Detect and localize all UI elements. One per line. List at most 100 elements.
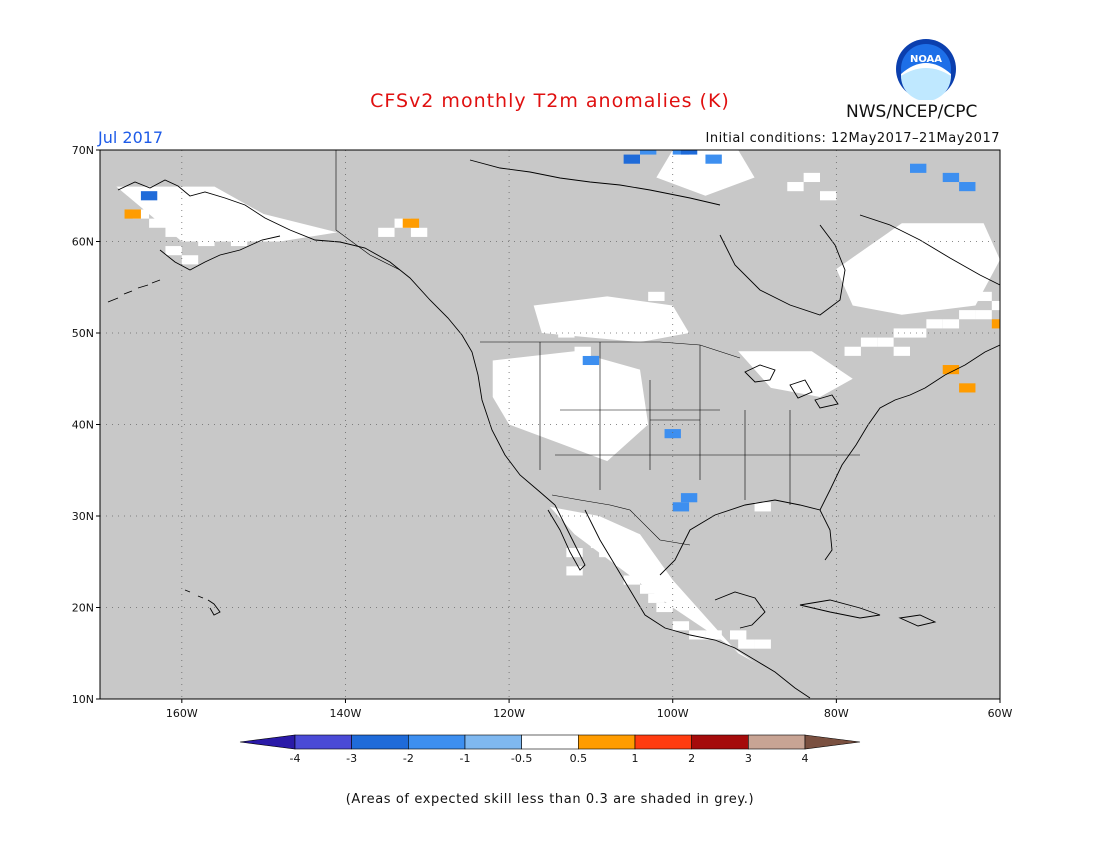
colorbar-tick-label: -4 — [290, 752, 301, 765]
anomaly-cell — [165, 246, 182, 256]
lon-tick-label: 60W — [988, 707, 1013, 720]
anomaly-cell — [959, 383, 976, 393]
near-normal-region — [492, 351, 649, 462]
near-normal-region — [656, 150, 755, 196]
anomaly-cell — [975, 291, 992, 301]
anomaly-cell — [378, 227, 395, 237]
anomaly-cell — [648, 593, 665, 603]
anomaly-cell — [959, 310, 976, 320]
anomaly-cell — [149, 218, 166, 228]
anomaly-cell — [672, 502, 690, 512]
anomaly-cell — [165, 227, 182, 237]
colorbar: -4 -3 -2 -1 -0.5 0.5 1 2 3 4 — [239, 734, 861, 765]
colorbar-tick-label: -0.5 — [511, 752, 532, 765]
anomaly-cell — [582, 355, 600, 366]
anomaly-cell — [730, 630, 747, 640]
initial-conditions: Initial conditions: 12May2017–21May2017 — [705, 131, 1000, 146]
colorbar-box — [748, 734, 806, 750]
lat-tick-label: 50N — [72, 327, 94, 340]
anomaly-cell — [770, 355, 788, 366]
anomaly-cell — [942, 319, 960, 329]
anomaly-cell — [640, 584, 657, 594]
colorbar-box — [464, 734, 522, 750]
near-normal-region — [836, 223, 1000, 315]
anomaly-cell — [803, 172, 820, 183]
hudson-bay — [719, 224, 846, 316]
anomaly-cell — [754, 502, 771, 512]
colorbar-tick-label: -3 — [346, 752, 357, 765]
mexico-pacific-coast — [584, 509, 811, 699]
anomaly-cell — [623, 154, 640, 164]
colorbar-tick-label: 1 — [632, 752, 639, 765]
anomaly-cell — [959, 182, 976, 192]
anomaly-cell — [820, 191, 837, 201]
colorbar-tick-label: -1 — [460, 752, 471, 765]
colorbar-box — [521, 734, 579, 750]
anomaly-cell — [991, 319, 1000, 329]
near-normal-region — [738, 351, 853, 398]
alaska-coast — [117, 179, 341, 243]
anomaly-cell — [198, 218, 215, 228]
anomaly-cell — [910, 163, 927, 173]
anomaly-cell — [672, 621, 690, 631]
anomaly-cell — [214, 209, 231, 219]
colorbar-tick-label: 2 — [688, 752, 695, 765]
colorbar-tick-label: 3 — [745, 752, 752, 765]
anomaly-cell — [648, 291, 665, 301]
anomaly-cell — [566, 566, 583, 576]
noaa-logo: NOAA — [896, 39, 956, 100]
logo-text: NOAA — [910, 54, 942, 65]
anomaly-cell — [893, 328, 910, 338]
anomaly-cell — [566, 548, 583, 558]
anomaly-cell — [410, 227, 428, 237]
lat-tick-label: 40N — [72, 419, 94, 432]
lat-tick-label: 70N — [72, 144, 94, 157]
anomaly-cell — [680, 493, 698, 503]
anomaly-cell — [181, 227, 199, 237]
anomaly-cell — [877, 337, 894, 347]
lat-tick-label: 10N — [72, 693, 94, 706]
colorbar-box — [408, 734, 466, 750]
lon-tick-label: 160W — [166, 707, 198, 720]
anomaly-cell — [942, 172, 960, 183]
colorbar-box — [691, 734, 749, 750]
anomaly-cell — [402, 218, 420, 228]
anomaly-cell — [893, 346, 910, 356]
yucatan-coast — [714, 591, 766, 629]
graticule — [100, 150, 1000, 699]
great-lakes — [744, 364, 839, 409]
anomaly-cell — [664, 429, 681, 439]
colorbar-box — [578, 734, 636, 750]
skill-footnote: (Areas of expected skill less than 0.3 a… — [345, 792, 755, 807]
anomaly-cell — [623, 575, 640, 585]
lon-tick-label: 120W — [493, 707, 525, 720]
logo-wave — [901, 68, 951, 100]
colorbar-high-arrow — [804, 734, 861, 750]
anomaly-cell — [689, 630, 706, 640]
coastline-layer — [107, 159, 1000, 699]
anomaly-cell — [738, 639, 755, 649]
gulf-coast — [659, 499, 833, 576]
hawaii — [184, 589, 221, 616]
anomaly-cell — [991, 300, 1000, 311]
anomaly-cell — [910, 328, 927, 338]
anomaly-cell — [975, 310, 992, 320]
colorbar-box — [294, 734, 352, 750]
lat-tick-label: 30N — [72, 510, 94, 523]
lat-tick-label: 20N — [72, 602, 94, 615]
colorbar-box — [351, 734, 409, 750]
cuba — [799, 599, 881, 619]
lon-tick-label: 140W — [330, 707, 362, 720]
anomaly-cell — [582, 520, 600, 530]
colorbar-tick-label: -2 — [403, 752, 414, 765]
colorbar-tick-label: 4 — [802, 752, 809, 765]
anomaly-cell — [590, 538, 608, 549]
lat-tick-label: 60N — [72, 236, 94, 249]
west-coast — [339, 241, 556, 506]
anomaly-cell — [574, 346, 591, 356]
anomaly-cell — [689, 172, 706, 183]
agency-label: NWS/NCEP/CPC — [846, 102, 978, 122]
anomaly-cell — [640, 150, 657, 155]
anomaly-cell — [198, 236, 215, 247]
